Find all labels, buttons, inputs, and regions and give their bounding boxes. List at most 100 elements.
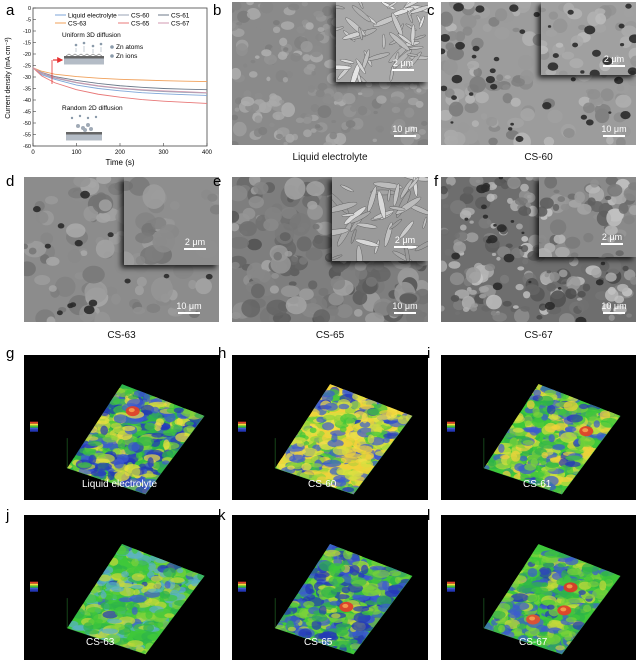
legend-label-cs65: CS-65: [131, 21, 150, 28]
color-scale: [30, 581, 38, 592]
caption-c: CS-60: [524, 152, 553, 163]
panel-label-f: f: [434, 173, 439, 190]
legend-zn-ions: Zn ions: [116, 53, 138, 60]
y-tick-label: -40: [23, 98, 31, 104]
y-tick-label: -15: [23, 41, 31, 47]
scale-bar-inset: 2 μm: [597, 232, 627, 245]
panel-label-j: j: [6, 507, 10, 524]
caption-f: CS-67: [524, 330, 553, 341]
chart-svg: 0 -5 -10 -15 -20 -25 -30 -35 -40 -45 -50 -55 -60 0 10…: [5, 6, 213, 167]
surface-map-cs61: CS-61: [441, 355, 636, 500]
scale-bar-inset: 2 μm: [599, 54, 629, 67]
surface-map-cs67: CS-67: [441, 515, 636, 660]
sem-image-cs67: 2 μm 10 μm: [441, 177, 636, 322]
x-axis-label: Time (s): [105, 158, 134, 167]
y-tick-label: -45: [23, 110, 31, 116]
color-scale: [30, 421, 38, 432]
surface-map-cs63: CS-63: [24, 515, 220, 660]
x-tick-label: 400: [202, 150, 213, 156]
surface-map-cs60: CS-60: [232, 355, 428, 500]
panel-label-g: g: [6, 345, 15, 362]
legend-label-cs67: CS-67: [171, 21, 190, 28]
scale-bar-main: 10 μm: [174, 301, 204, 314]
scale-bar-main: 10 μm: [390, 124, 420, 137]
series-line-1: [32, 67, 208, 94]
y-tick-label: -30: [23, 75, 31, 81]
scale-bar-inset: 2 μm: [180, 237, 210, 250]
panel-label-l: l: [427, 507, 431, 524]
legend-label-cs61: CS-61: [171, 13, 190, 20]
y-tick-label: -25: [23, 64, 31, 70]
y-axis-label: Current density (mA cm⁻²): [5, 37, 12, 119]
series-line-5: [32, 67, 208, 94]
zn-atom-legend-dot: [110, 45, 114, 49]
legend: Liquid electrolyte CS-60 CS-61 CS-63 CS-…: [55, 13, 190, 28]
map-label-cs61: CS-61: [523, 479, 552, 490]
x-axis: 0 100 200 300 400: [31, 143, 213, 156]
color-scale: [447, 421, 455, 432]
map-label-cs63: CS-63: [86, 637, 115, 648]
caption-b: Liquid electrolyte: [292, 152, 368, 163]
x-tick-label: 300: [158, 150, 169, 156]
panel-label-b: b: [213, 2, 222, 19]
series-line-4: [32, 67, 208, 104]
uniform-diffusion-schematic: Uniform 3D diffusion Zn atoms Zn ions: [51, 32, 144, 84]
panel-label-c: c: [427, 2, 435, 19]
panel-label-k: k: [218, 507, 226, 524]
y-tick-label: -55: [23, 133, 31, 139]
caption-e: CS-65: [315, 330, 345, 341]
caption-d: CS-63: [107, 330, 136, 341]
scale-bar-main: 10 μm: [599, 124, 629, 137]
y-tick-label: -20: [23, 52, 31, 58]
color-scale: [238, 421, 246, 432]
map-label-liquid: Liquid electrolyte: [82, 479, 158, 490]
series-line-2: [32, 67, 208, 91]
panel-label-h: h: [218, 345, 227, 362]
zn-ion-legend-dot: [110, 54, 114, 58]
map-label-cs67: CS-67: [519, 637, 548, 648]
x-tick-label: 0: [31, 150, 35, 156]
surface-map-liquid: Liquid electrolyte: [24, 355, 220, 500]
series-line-0: [32, 67, 208, 96]
legend-label-cs60: CS-60: [131, 13, 150, 20]
y-tick-label: 0: [28, 6, 31, 12]
color-scale: [447, 581, 455, 592]
y-tick-label: -5: [26, 18, 31, 24]
sem-inset-cs60: 2 μm: [541, 2, 636, 75]
legend-label-cs63: CS-63: [68, 21, 87, 28]
x-tick-label: 100: [71, 150, 82, 156]
sem-image-cs60: 2 μm 10 μm: [441, 2, 636, 145]
scale-bar-inset: 2 μm: [390, 235, 420, 248]
annotation-random: Random 2D diffusion: [62, 105, 123, 112]
y-tick-label: -50: [23, 121, 31, 127]
scale-bar-inset: 2 μm: [388, 58, 418, 71]
scale-bar-main: 10 μm: [390, 301, 420, 314]
chronoamperometry-chart: 0 -5 -10 -15 -20 -25 -30 -35 -40 -45 -50 -55 -60 0 10…: [0, 0, 222, 170]
map-label-cs65: CS-65: [304, 637, 333, 648]
map-label-cs60: CS-60: [308, 479, 337, 490]
surface-map-cs65: CS-65: [232, 515, 428, 660]
color-scale: [238, 581, 246, 592]
series-lines: [32, 67, 208, 104]
plot-frame: [32, 7, 208, 147]
y-tick-label: -60: [23, 144, 31, 150]
sem-inset-cs63: 2 μm: [124, 177, 219, 265]
panel-label-a: a: [6, 2, 15, 19]
y-axis: 0 -5 -10 -15 -20 -25 -30 -35 -40 -45 -50 -55 -60: [23, 6, 36, 150]
panel-label-d: d: [6, 173, 15, 190]
sem-image-liquid: 2 μm 10 μm: [232, 2, 428, 145]
sem-inset-cs65: 2 μm: [332, 177, 428, 261]
panel-label-e: e: [213, 173, 222, 190]
sem-image-cs65: 2 μm 10 μm: [232, 177, 428, 322]
scale-bar-main: 10 μm: [599, 301, 629, 314]
random-diffusion-schematic: Random 2D diffusion: [62, 105, 123, 141]
panel-label-i: i: [427, 345, 431, 362]
x-tick-label: 200: [115, 150, 126, 156]
sem-image-cs63: 2 μm 10 μm: [24, 177, 219, 322]
legend-zn-atoms: Zn atoms: [116, 44, 144, 51]
sem-inset-liquid: 2 μm: [336, 2, 428, 82]
annotation-uniform: Uniform 3D diffusion: [62, 32, 121, 39]
series-line-3: [32, 67, 208, 83]
legend-label-liquid: Liquid electrolyte: [68, 13, 117, 20]
y-tick-label: -10: [23, 29, 31, 35]
